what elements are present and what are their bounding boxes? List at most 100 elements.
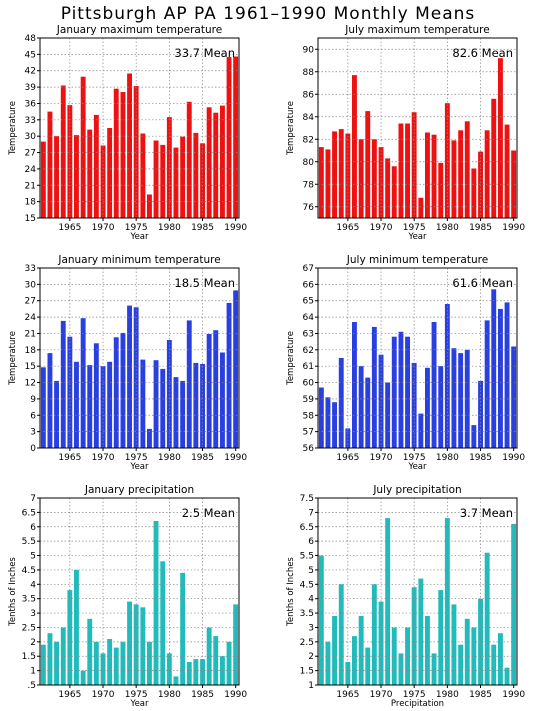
y-tick-label: 1 xyxy=(308,681,314,691)
bar xyxy=(431,653,437,685)
x-tick-label: 1990 xyxy=(224,223,247,233)
y-axis-label: Tenths of Inches xyxy=(8,557,18,627)
bar xyxy=(371,584,377,685)
bar xyxy=(491,289,497,448)
bar xyxy=(60,85,66,218)
y-tick-label: 18 xyxy=(25,198,37,208)
bar xyxy=(511,150,517,218)
bar xyxy=(120,92,126,218)
bar xyxy=(226,57,232,218)
y-tick-label: 30 xyxy=(25,280,37,290)
bar xyxy=(54,641,59,685)
mean-annotation: 33.7 Mean xyxy=(174,46,235,60)
bar xyxy=(332,402,337,448)
bar xyxy=(325,641,331,685)
bar xyxy=(67,336,73,448)
y-tick-label: 66 xyxy=(303,280,315,290)
x-tick-label: 1985 xyxy=(469,223,492,233)
x-tick-label: 1980 xyxy=(158,453,181,463)
bar xyxy=(385,518,391,685)
plot-area xyxy=(318,498,517,685)
y-tick-label: 6 xyxy=(30,411,36,421)
bar xyxy=(478,380,483,448)
bar xyxy=(371,139,377,219)
bar xyxy=(213,636,219,685)
y-tick-label: 33 xyxy=(25,116,36,126)
plot-area xyxy=(40,498,239,685)
x-tick-label: 1970 xyxy=(92,690,115,700)
x-tick-label: 1975 xyxy=(403,690,426,700)
bar xyxy=(471,627,477,685)
bar xyxy=(444,304,450,448)
plot-frame xyxy=(39,37,240,219)
bar xyxy=(511,523,517,685)
y-tick-label: 7 xyxy=(30,494,36,504)
bar xyxy=(47,353,53,448)
x-tick-label: 1970 xyxy=(92,453,115,463)
bar xyxy=(60,627,66,685)
bar xyxy=(180,136,186,218)
panel-title: January precipitation xyxy=(84,484,194,496)
bar xyxy=(226,641,232,685)
bar xyxy=(411,587,417,685)
plot-frame xyxy=(39,497,240,686)
bar xyxy=(186,320,192,448)
chart-panel: 76 78 80 82 84 86 88 90 1965 1970 1975 1980 1985 1990… xyxy=(286,24,525,242)
x-axis-label: Year xyxy=(408,462,428,472)
y-tick-label: 82 xyxy=(303,135,314,145)
mean-annotation: 2.5 Mean xyxy=(182,506,235,520)
y-tick-label: 4 xyxy=(308,595,314,605)
y-tick-label: 76 xyxy=(303,203,315,213)
bar xyxy=(153,521,159,685)
bar xyxy=(398,653,404,685)
mean-annotation: 82.6 Mean xyxy=(452,46,513,60)
bar xyxy=(40,367,46,448)
bar xyxy=(425,616,430,685)
y-tick-label: 5.5 xyxy=(300,552,314,562)
bar xyxy=(504,667,510,685)
bar xyxy=(478,151,483,218)
bar xyxy=(358,139,364,219)
y-tick-label: 6.5 xyxy=(22,508,36,518)
bar xyxy=(133,604,139,685)
y-tick-label: 7 xyxy=(308,508,314,518)
y-tick-label: 2.5 xyxy=(22,623,36,633)
bar xyxy=(153,360,159,448)
bar xyxy=(120,332,126,448)
x-tick-label: 1965 xyxy=(58,453,81,463)
figure-title: Pittsburgh AP PA 1961–1990 Monthly Means xyxy=(60,4,476,24)
y-axis-label: Temperature xyxy=(286,101,296,156)
bar xyxy=(365,111,371,218)
bar xyxy=(352,636,357,685)
y-tick-label: 18 xyxy=(25,346,37,356)
y-tick-label: 3.5 xyxy=(300,609,314,619)
y-tick-label: 4.5 xyxy=(300,580,314,590)
bar xyxy=(358,616,364,685)
bar xyxy=(113,88,119,218)
bar xyxy=(464,349,470,448)
bar xyxy=(213,112,219,218)
bar xyxy=(200,659,205,685)
bar xyxy=(226,302,232,448)
bar xyxy=(127,73,132,218)
bar xyxy=(464,618,470,685)
bar xyxy=(40,141,46,218)
bar xyxy=(233,604,239,685)
y-tick-label: 7.5 xyxy=(300,494,314,504)
y-tick-label: 6.5 xyxy=(300,523,314,533)
bar xyxy=(80,76,86,218)
bar xyxy=(491,98,497,218)
y-tick-label: 33 xyxy=(25,264,36,274)
bar xyxy=(484,320,490,448)
y-tick-label: 21 xyxy=(25,329,36,339)
bar xyxy=(464,121,470,218)
y-tick-label: 90 xyxy=(303,45,315,55)
y-tick-label: 24 xyxy=(25,313,37,323)
bar xyxy=(458,353,464,448)
y-tick-label: 64 xyxy=(303,313,315,323)
bar xyxy=(431,134,437,218)
y-tick-label: 12 xyxy=(25,379,36,389)
bar xyxy=(100,366,106,448)
bar xyxy=(200,143,205,218)
y-axis-label: Tenths of Inches xyxy=(286,557,296,627)
